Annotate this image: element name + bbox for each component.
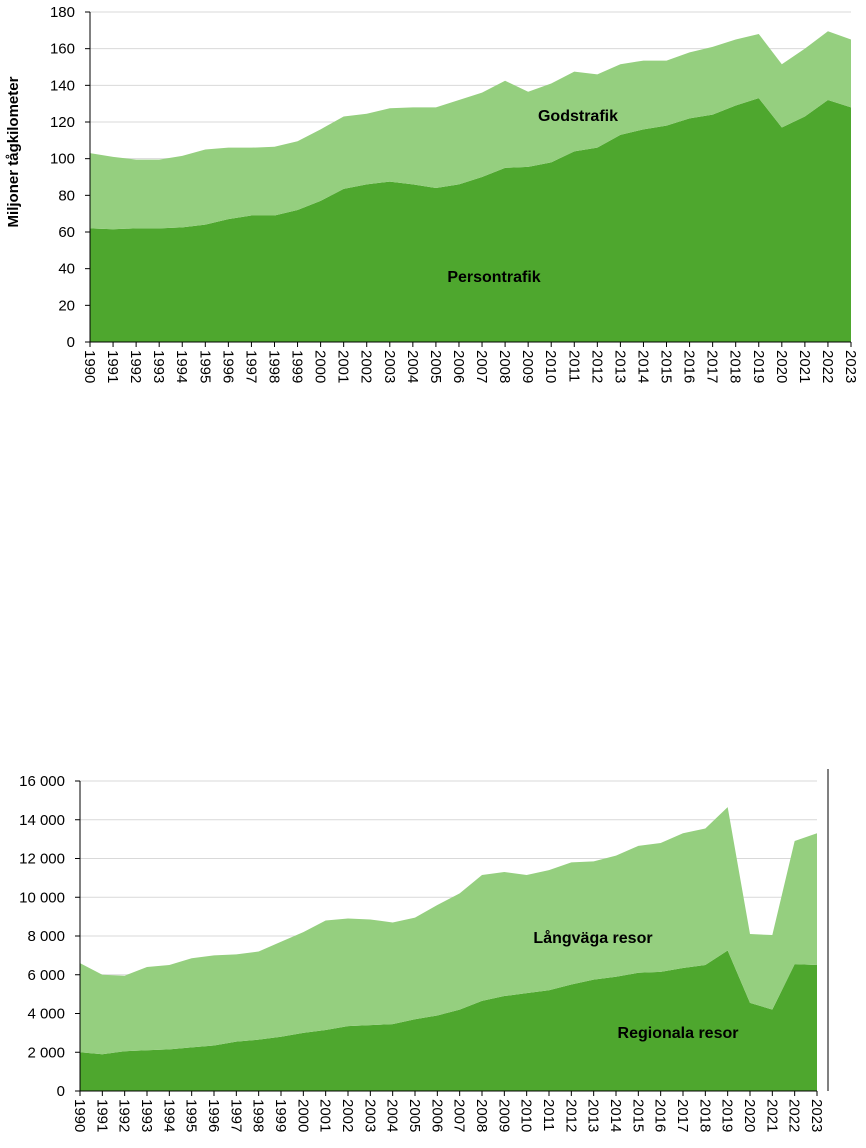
x-tick-label: 1996 bbox=[219, 350, 236, 383]
x-tick-label: 2020 bbox=[741, 1099, 758, 1132]
x-tick-label: 2013 bbox=[611, 350, 628, 383]
x-tick-label: 2010 bbox=[518, 1099, 535, 1132]
x-tick-label: 2011 bbox=[540, 1099, 557, 1131]
area-regionala-resor bbox=[80, 950, 817, 1091]
series-label: Regionala resor bbox=[618, 1025, 739, 1042]
x-tick-label: 2018 bbox=[727, 350, 744, 383]
y-tick-label: 160 bbox=[50, 41, 75, 58]
series-label: Persontrafik bbox=[447, 269, 540, 286]
x-tick-label: 2022 bbox=[786, 1099, 803, 1132]
area-godstrafik bbox=[90, 31, 851, 230]
x-tick-label: 1992 bbox=[127, 350, 144, 383]
x-tick-label: 2021 bbox=[796, 350, 813, 383]
x-tick-label: 2007 bbox=[451, 1099, 468, 1132]
x-tick-label: 2002 bbox=[339, 1099, 356, 1132]
x-tick-label: 2013 bbox=[585, 1099, 602, 1132]
x-tick-label: 2002 bbox=[358, 350, 375, 383]
x-tick-label: 2022 bbox=[819, 350, 836, 383]
x-tick-label: 2009 bbox=[519, 350, 536, 383]
x-tick-label: 1993 bbox=[150, 350, 167, 383]
y-tick-label: 14 000 bbox=[19, 812, 65, 829]
x-tick-label: 1998 bbox=[250, 1099, 267, 1132]
x-tick-label: 2019 bbox=[719, 1099, 736, 1132]
x-tick-label: 2004 bbox=[404, 350, 421, 383]
y-axis-title: Miljoner tågkilometer bbox=[5, 76, 22, 227]
y-tick-label: 8 000 bbox=[27, 928, 65, 945]
x-tick-label: 1995 bbox=[196, 350, 213, 383]
x-tick-label: 2019 bbox=[750, 350, 767, 383]
y-tick-label: 20 bbox=[58, 297, 75, 314]
series-label: Långväga resor bbox=[533, 929, 652, 947]
chart-train-km: 0 20 40 60 80 100 120 140 160 180 1990 1991 1992 1993… bbox=[5, 4, 859, 383]
area-långväga-resor bbox=[80, 807, 817, 1055]
x-tick-label: 2006 bbox=[450, 350, 467, 383]
x-tick-label: 2011 bbox=[565, 350, 582, 382]
y-tick-label: 140 bbox=[50, 77, 75, 94]
x-tick-label: 2003 bbox=[381, 350, 398, 383]
y-tick-label: 40 bbox=[58, 261, 75, 278]
y-tick-label: 0 bbox=[67, 334, 75, 351]
x-tick-label: 2005 bbox=[406, 1099, 423, 1132]
x-tick-label: 2008 bbox=[473, 1099, 490, 1132]
x-tick-label: 1999 bbox=[272, 1099, 289, 1132]
y-tick-label: 2 000 bbox=[27, 1044, 65, 1061]
x-tick-label: 1999 bbox=[289, 350, 306, 383]
x-tick-label: 1998 bbox=[265, 350, 282, 383]
x-tick-label: 2012 bbox=[562, 1099, 579, 1132]
x-tick-label: 2023 bbox=[808, 1099, 825, 1132]
x-tick-label: 2008 bbox=[496, 350, 513, 383]
x-tick-label: 1991 bbox=[104, 350, 121, 383]
x-tick-label: 1994 bbox=[160, 1099, 177, 1132]
x-tick-label: 2016 bbox=[652, 1099, 669, 1132]
x-tick-label: 2006 bbox=[428, 1099, 445, 1132]
x-tick-label: 2001 bbox=[335, 350, 352, 383]
x-tick-label: 1997 bbox=[242, 350, 259, 383]
x-tick-label: 2016 bbox=[681, 350, 698, 383]
x-tick-label: 2007 bbox=[473, 350, 490, 383]
x-tick-label: 1996 bbox=[205, 1099, 222, 1132]
x-tick-label: 2023 bbox=[842, 350, 859, 383]
x-tick-label: 2004 bbox=[384, 1099, 401, 1132]
y-tick-label: 0 bbox=[57, 1083, 65, 1100]
x-tick-label: 2017 bbox=[674, 1099, 691, 1132]
x-tick-label: 2017 bbox=[704, 350, 721, 383]
x-tick-label: 2014 bbox=[607, 1099, 624, 1132]
x-tick-label: 1992 bbox=[116, 1099, 133, 1132]
x-tick-label: 1993 bbox=[138, 1099, 155, 1132]
x-tick-label: 2000 bbox=[312, 350, 329, 383]
x-tick-label: 2010 bbox=[542, 350, 559, 383]
x-tick-label: 2000 bbox=[294, 1099, 311, 1132]
x-tick-label: 1995 bbox=[183, 1099, 200, 1132]
x-tick-label: 1994 bbox=[173, 350, 190, 383]
x-tick-label: 2020 bbox=[773, 350, 790, 383]
y-tick-label: 4 000 bbox=[27, 1006, 65, 1023]
x-tick-label: 2012 bbox=[588, 350, 605, 383]
y-tick-label: 180 bbox=[50, 4, 75, 21]
y-tick-label: 120 bbox=[50, 114, 75, 131]
x-tick-label: 2009 bbox=[495, 1099, 512, 1132]
x-tick-label: 2015 bbox=[658, 350, 675, 383]
x-tick-label: 1997 bbox=[227, 1099, 244, 1132]
x-tick-label: 2021 bbox=[763, 1099, 780, 1132]
x-tick-label: 2005 bbox=[427, 350, 444, 383]
y-tick-label: 6 000 bbox=[27, 967, 65, 984]
y-tick-label: 12 000 bbox=[19, 851, 65, 868]
x-tick-label: 2018 bbox=[696, 1099, 713, 1132]
y-tick-label: 80 bbox=[58, 187, 75, 204]
area-persontrafik bbox=[90, 98, 851, 342]
y-tick-label: 60 bbox=[58, 224, 75, 241]
x-tick-label: 1990 bbox=[81, 350, 98, 383]
y-tick-label: 16 000 bbox=[19, 773, 65, 790]
series-label: Godstrafik bbox=[538, 108, 618, 125]
x-tick-label: 1990 bbox=[71, 1099, 88, 1132]
y-tick-label: 100 bbox=[50, 151, 75, 168]
x-tick-label: 2001 bbox=[317, 1099, 334, 1132]
y-tick-label: 10 000 bbox=[19, 889, 65, 906]
x-tick-label: 2014 bbox=[634, 350, 651, 383]
x-tick-label: 2015 bbox=[629, 1099, 646, 1132]
x-tick-label: 2003 bbox=[361, 1099, 378, 1132]
x-tick-label: 1991 bbox=[93, 1099, 110, 1132]
